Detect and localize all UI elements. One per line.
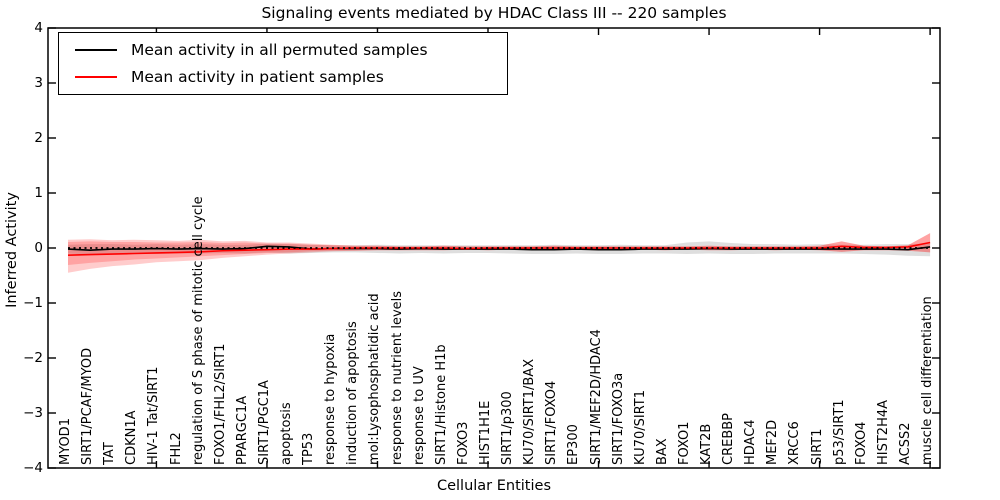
x-tick-label: SIRT1/PGC1A [256, 380, 272, 465]
x-tick-label: FOXO3 [455, 421, 471, 465]
x-tick-label: FOXO1/FHL2/SIRT1 [212, 343, 228, 465]
y-tick-label: 1 [34, 185, 43, 201]
x-tick-label: SIRT1/p300 [500, 391, 516, 465]
x-tick-label: HIST2H4A [875, 399, 891, 465]
x-axis-label: Cellular Entities [436, 478, 552, 494]
x-tick-label: PPARGC1A [234, 395, 250, 465]
legend-label-patient: Mean activity in patient samples [131, 67, 384, 86]
legend-item-patient: Mean activity in patient samples [75, 68, 507, 86]
x-tick-label: KU70/SIRT1/BAX [522, 358, 538, 465]
legend: Mean activity in all permuted samples Me… [58, 32, 508, 95]
x-tick-label: regulation of S phase of mitotic cell cy… [190, 196, 206, 465]
x-tick-label: KAT2B [699, 423, 715, 465]
y-tick-label: −4 [23, 460, 43, 476]
x-tick-label: SIRT1/FOXO3a [610, 372, 626, 465]
y-tick-label: 0 [34, 240, 43, 256]
x-tick-label: FOXO4 [853, 421, 869, 465]
x-tick-label: mol:Lysophosphatidic acid [367, 293, 383, 465]
x-tick-label: HIV-1 Tat/SIRT1 [146, 366, 162, 465]
x-tick-label: MEF2D [765, 419, 781, 465]
x-tick-label: KU70/SIRT1 [632, 390, 648, 465]
x-tick-label: response to nutrient levels [389, 290, 405, 465]
x-tick-label: response to hypoxia [323, 333, 339, 465]
x-tick-label: SIRT1/PCAF/MYOD [80, 347, 96, 465]
legend-line-permuted-icon [75, 49, 117, 52]
x-tick-label: p53/SIRT1 [831, 399, 847, 465]
y-tick-label: 2 [34, 130, 43, 146]
x-tick-label: HDAC4 [743, 419, 759, 465]
patient-stddev-band-outer [68, 233, 931, 273]
x-tick-label: FHL2 [168, 432, 184, 465]
x-tick-label: HIST1H1E [477, 400, 493, 465]
x-tick-label: CDKN1A [124, 410, 140, 465]
x-tick-label: FOXO1 [676, 421, 692, 465]
patient-mean-line [67, 241, 931, 256]
x-tick-label: CREBBP [721, 413, 737, 465]
x-tick-label: EP300 [566, 424, 582, 465]
x-tick-label: XRCC6 [787, 421, 803, 465]
y-tick-label: −3 [23, 405, 43, 421]
x-tick-label: apoptosis [279, 402, 295, 465]
x-tick-label: SIRT1/FOXO4 [544, 380, 560, 465]
x-tick-label: BAX [654, 438, 670, 465]
y-tick-label: 3 [34, 75, 43, 91]
x-tick-label: TP53 [301, 432, 317, 465]
x-tick-label: TAT [102, 442, 118, 465]
legend-line-patient-icon [75, 75, 117, 78]
y-tick-label: 4 [34, 20, 43, 36]
x-tick-label: SIRT1/Histone H1b [433, 344, 449, 465]
x-tick-label: induction of apoptosis [345, 321, 361, 465]
legend-item-permuted: Mean activity in all permuted samples [75, 41, 507, 59]
x-tick-label: SIRT1/MEF2D/HDAC4 [588, 329, 604, 465]
x-tick-label: MYOD1 [58, 418, 73, 465]
chart-title: Signaling events mediated by HDAC Class … [261, 4, 727, 22]
legend-label-permuted: Mean activity in all permuted samples [131, 41, 428, 60]
x-tick-label: response to UV [411, 366, 427, 465]
x-tick-label: SIRT1 [809, 428, 825, 465]
y-tick-label: −2 [23, 350, 43, 366]
x-tick-label: ACSS2 [897, 422, 913, 465]
x-tick-label: muscle cell differentiation [920, 296, 936, 465]
y-tick-label: −1 [23, 295, 43, 311]
